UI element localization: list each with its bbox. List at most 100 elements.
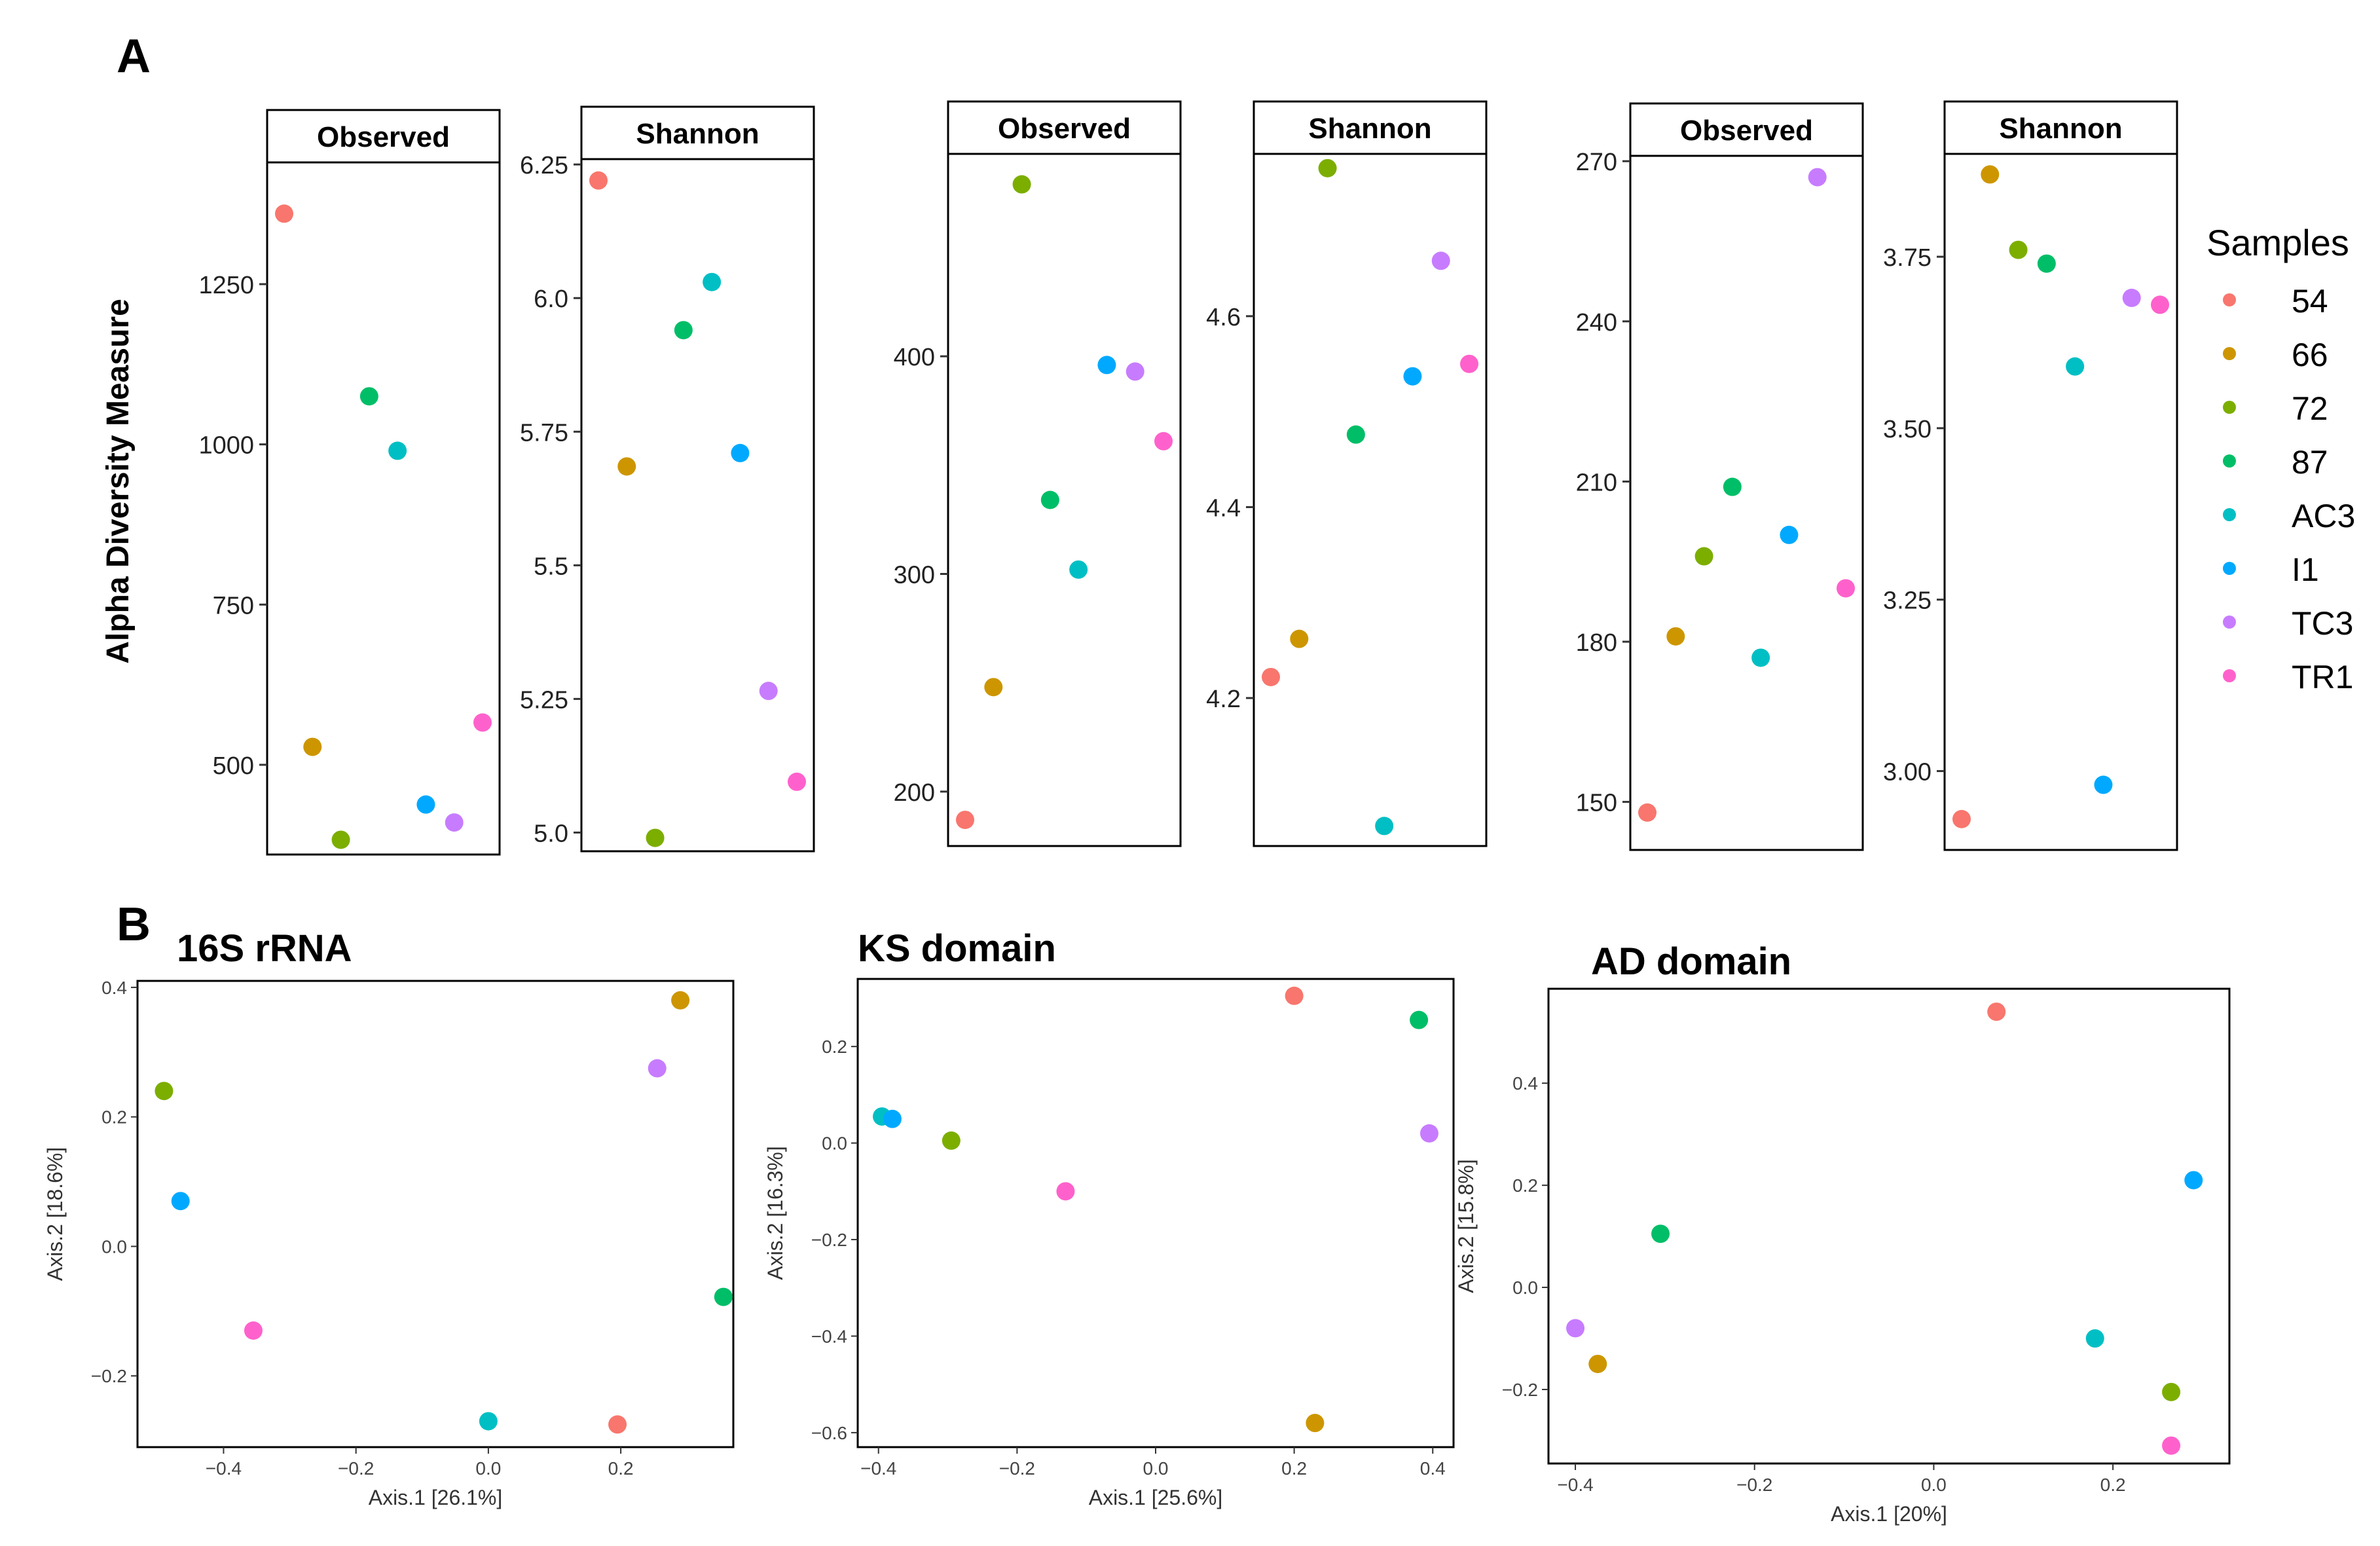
legend-label-tc3: TC3 (2292, 605, 2353, 642)
x-tick-label: 0.2 (1281, 1458, 1307, 1479)
point-54 (589, 171, 608, 190)
x-tick-label: −0.2 (1736, 1475, 1772, 1495)
facet-plot-area (266, 161, 501, 856)
y-tick-label: 6.25 (520, 152, 568, 179)
y-tick-label: 3.50 (1883, 416, 1931, 443)
legend-key-66 (2223, 347, 2236, 360)
y-tick-label: 3.75 (1883, 244, 1931, 272)
point-54 (1262, 667, 1280, 686)
point-72 (1012, 175, 1031, 194)
point-i1 (731, 443, 750, 462)
x-tick-label: 0.4 (1420, 1458, 1446, 1479)
point-54 (275, 204, 293, 223)
y-tick-label: 0.4 (101, 978, 127, 998)
y-tick-label: 6.0 (534, 285, 568, 313)
facet-title: Observed (998, 113, 1131, 145)
y-tick-label: 0.0 (1512, 1278, 1538, 1298)
y-tick-label: 180 (1576, 629, 1617, 657)
point-tc3 (759, 682, 778, 701)
legend-label-66: 66 (2292, 337, 2328, 373)
pcoa-plot-area (136, 980, 735, 1448)
y-tick-label: −0.2 (811, 1230, 847, 1250)
point-tc3 (445, 813, 464, 832)
point-72 (2162, 1382, 2181, 1401)
point-66 (671, 991, 690, 1010)
y-tick-label: 4.2 (1206, 686, 1241, 713)
point-72 (1318, 158, 1337, 177)
y-tick-label: 0.2 (101, 1107, 127, 1128)
point-54 (608, 1415, 627, 1434)
y-tick-label: 0.2 (1512, 1175, 1538, 1196)
point-i1 (2094, 775, 2113, 794)
point-tr1 (788, 772, 806, 791)
point-54 (1987, 1003, 2006, 1021)
facet-1-observed: Observed 500 750 1000 1250 (198, 109, 501, 856)
point-66 (617, 457, 636, 476)
facet-4-shannon: Shannon 4.2 4.4 4.6 (1206, 100, 1488, 847)
legend-label-54: 54 (2292, 283, 2328, 320)
point-i1 (171, 1192, 190, 1211)
point-ac3 (1375, 817, 1394, 836)
legend-key-87 (2223, 454, 2236, 468)
point-ac3 (1069, 560, 1088, 579)
x-tick-label: −0.4 (1557, 1475, 1593, 1495)
point-i1 (416, 795, 435, 814)
legend-key-54 (2223, 293, 2236, 306)
point-ac3 (479, 1412, 498, 1431)
y-tick-label: 210 (1576, 469, 1617, 496)
y-tick-label: 5.25 (520, 686, 568, 714)
facet-title: Observed (317, 121, 450, 153)
y-tick-label: 400 (894, 344, 935, 371)
point-72 (331, 830, 350, 849)
point-tr1 (2151, 295, 2169, 314)
y-tick-label: 750 (213, 592, 254, 619)
point-i1 (883, 1109, 902, 1128)
legend-key-ac3 (2223, 508, 2236, 521)
legend-key-tr1 (2223, 669, 2236, 682)
point-87 (674, 321, 693, 340)
point-tr1 (473, 713, 492, 732)
point-tr1 (2162, 1436, 2181, 1455)
legend: Samples 54 66 72 87 AC3 I1 TC3 TR1 (2206, 222, 2355, 695)
pcoa-panels: 16S rRNA −0.4 −0.2 0.0 0.2 −0.2 0.0 0.2 0.4 Axis.… (43, 927, 2231, 1526)
panel-label-a: A (117, 30, 151, 83)
point-54 (1638, 803, 1657, 822)
y-tick-label: 240 (1576, 309, 1617, 337)
pcoa-title: KS domain (858, 927, 1056, 970)
point-tc3 (2122, 288, 2141, 307)
facet-2-shannon: Shannon 5.0 5.25 5.5 5.75 6.0 6.25 (520, 105, 815, 853)
facet-6-shannon: Shannon 3.00 3.25 3.50 3.75 (1883, 100, 2178, 851)
pcoa-ad-domain: AD domain −0.4 −0.2 0.0 0.2 −0.2 0.0 0.2 0.4 Axis… (1454, 940, 2231, 1526)
point-87 (1040, 490, 1059, 509)
y-tick-label: −0.4 (811, 1326, 847, 1346)
legend-label-tr1: TR1 (2292, 659, 2353, 695)
facet-plot-area (1629, 155, 1864, 851)
panel-label-b: B (117, 898, 151, 951)
point-66 (1290, 629, 1309, 648)
point-87 (714, 1287, 733, 1306)
point-87 (1410, 1010, 1429, 1029)
point-72 (2009, 240, 2028, 259)
point-72 (1694, 547, 1713, 566)
y-axis-label: Axis.2 [18.6%] (43, 1147, 67, 1281)
x-tick-label: 0.0 (1143, 1458, 1169, 1479)
y-tick-label: 5.75 (520, 419, 568, 447)
legend-label-87: 87 (2292, 444, 2328, 481)
facet-3-observed: Observed 200 300 400 (894, 100, 1182, 847)
y-tick-label: 1250 (198, 272, 254, 299)
y-tick-label: 5.0 (534, 820, 568, 847)
x-tick-label: −0.4 (860, 1458, 896, 1479)
point-87 (1651, 1224, 1670, 1243)
y-tick-label: −0.2 (1502, 1380, 1538, 1400)
y-tick-label: 0.0 (101, 1236, 127, 1257)
x-axis-label: Axis.1 [26.1%] (369, 1486, 503, 1509)
point-87 (1346, 425, 1365, 444)
alpha-diversity-panels: Observed 500 750 1000 1250 Shannon 5.0 5.25 5.5 5… (198, 100, 2178, 856)
y-tick-label: 3.00 (1883, 759, 1931, 786)
y-tick-label: 0.2 (822, 1037, 847, 1057)
legend-key-i1 (2223, 562, 2236, 575)
x-tick-label: 0.0 (475, 1458, 501, 1479)
point-i1 (1097, 356, 1116, 375)
point-ac3 (2085, 1329, 2104, 1348)
